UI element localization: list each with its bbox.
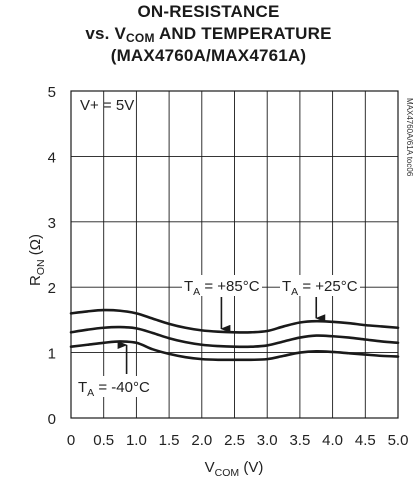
x-tick-label: 0 xyxy=(67,432,75,449)
y-tick-label: 2 xyxy=(48,280,56,297)
x-tick-label: 1.0 xyxy=(126,432,147,449)
series-line-0 xyxy=(69,308,400,334)
tick-labels: 0 0.5 1.0 1.5 2.0 2.5 3.0 3.5 4.0 4.5 5.0 0 1 2 3 4 5 xyxy=(48,84,409,449)
y-tick-label: 0 xyxy=(48,411,56,428)
y-tick-label: 3 xyxy=(48,215,56,232)
y-axis-label: RON (Ω) xyxy=(27,234,47,286)
chart-title-line1: ON-RESISTANCE xyxy=(137,2,280,21)
chart-title-line3: (MAX4760A/MAX4761A) xyxy=(110,46,307,65)
annotation-label-bg xyxy=(182,275,262,296)
x-tick-label: 4.0 xyxy=(322,432,343,449)
x-tick-label: 2.0 xyxy=(191,432,212,449)
condition-label: V+ = 5V xyxy=(80,97,134,114)
x-tick-label: 4.5 xyxy=(355,432,376,449)
x-tick-label: 5.0 xyxy=(388,432,409,449)
annotation-label: TA = +85°C xyxy=(184,278,260,298)
x-tick-label: 0.5 xyxy=(93,432,114,449)
annotation-label-bg xyxy=(76,376,152,397)
x-tick-label: 3.5 xyxy=(289,432,310,449)
chart-title-line2: vs. VCOM AND TEMPERATURE xyxy=(85,24,332,45)
y-tick-label: 4 xyxy=(48,149,56,166)
plot-frame xyxy=(70,90,399,419)
annotation-label-bg xyxy=(280,275,360,296)
side-label: MAX4760A/61A toc06 xyxy=(405,98,414,177)
series-line-1 xyxy=(69,325,400,349)
annotation-label: TA = +25°C xyxy=(282,278,358,298)
x-axis-label: VCOM (V) xyxy=(205,459,264,479)
annotation-label: TA = -40°C xyxy=(78,379,150,399)
grid-lines xyxy=(71,91,398,418)
annotations: TA = +85°C TA = +25°C TA = -40°C xyxy=(76,275,360,399)
x-tick-label: 1.5 xyxy=(159,432,180,449)
x-tick-label: 2.5 xyxy=(224,432,245,449)
y-tick-label: 1 xyxy=(48,346,56,363)
y-tick-label: 5 xyxy=(48,84,56,101)
x-tick-label: 3.0 xyxy=(257,432,278,449)
